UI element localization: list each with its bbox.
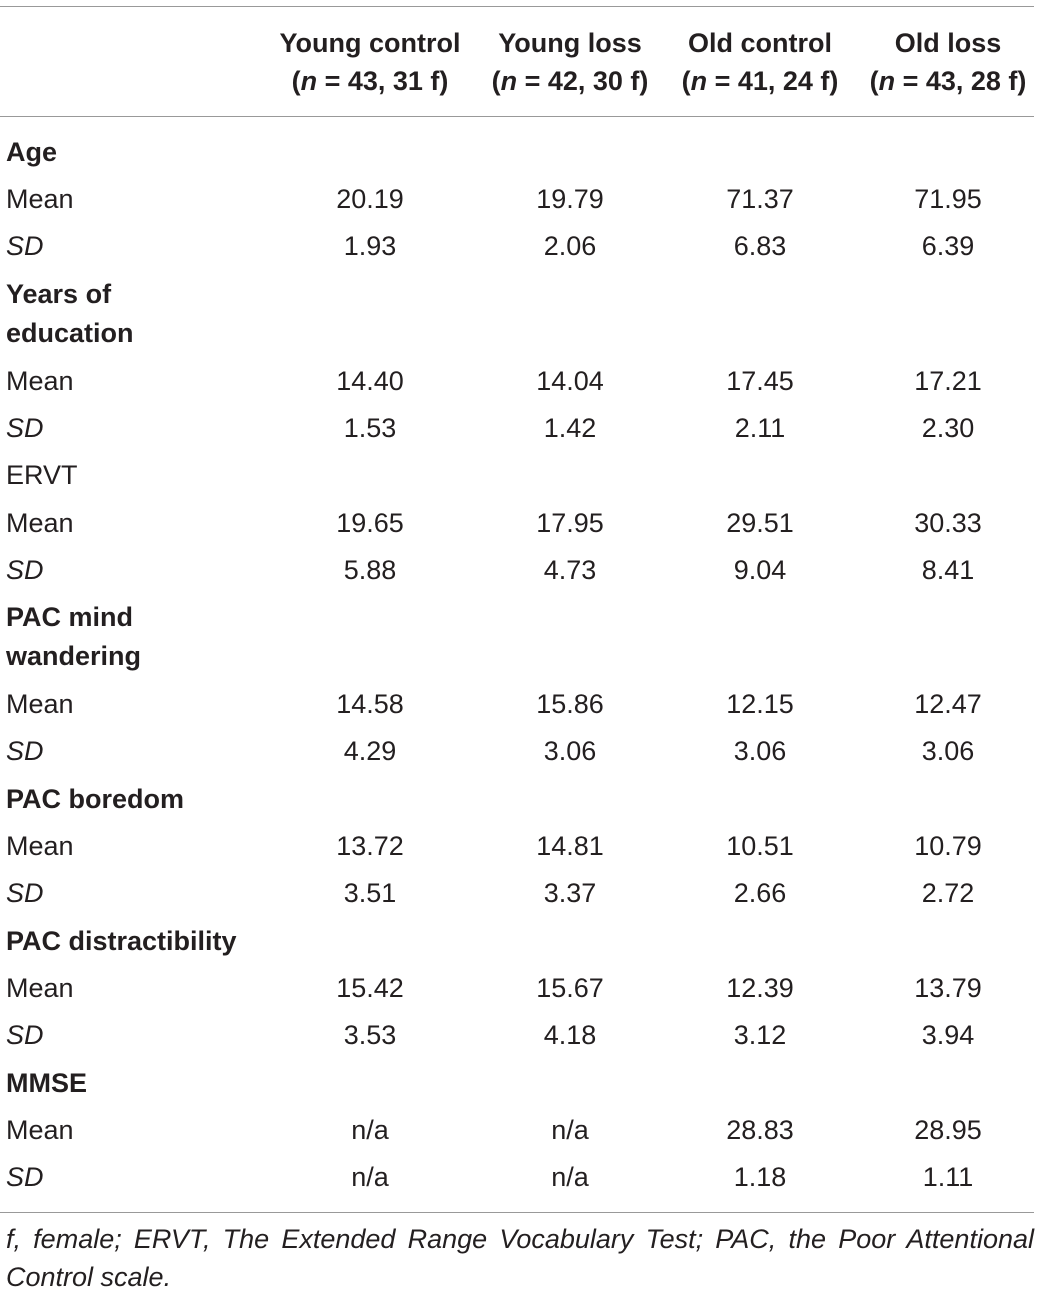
header-rule [0, 116, 1034, 117]
col-header-old-control: Old control (n = 41, 24 f) [681, 28, 839, 96]
col-header-old-loss: Old loss (n = 43, 28 f) [869, 28, 1027, 96]
table-footnote: f, female; ERVT, The Extended Range Voca… [6, 1224, 1034, 1292]
col-header-young-loss: Young loss (n = 42, 30 f) [491, 28, 649, 96]
bottom-rule [0, 1212, 1034, 1213]
row-label: Age [6, 137, 58, 167]
col-header-young-control: Young control (n = 43, 31 f) [279, 28, 461, 96]
top-rule [0, 6, 1034, 7]
